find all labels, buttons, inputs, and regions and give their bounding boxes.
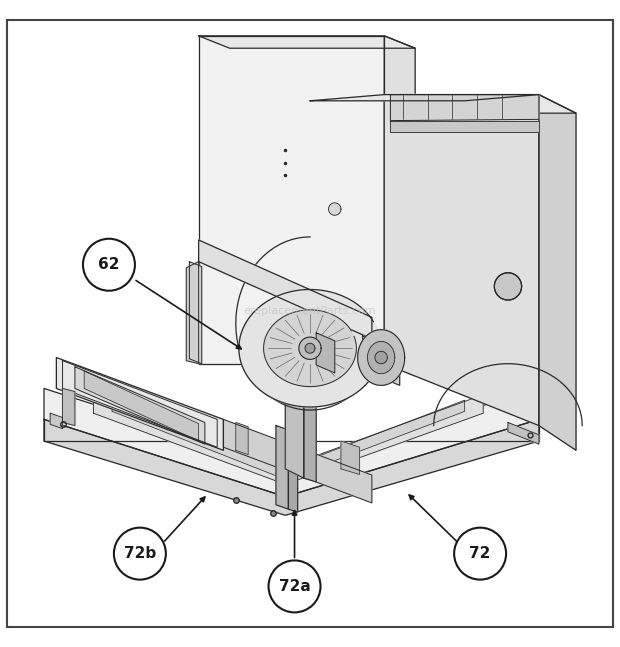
Polygon shape [329, 203, 341, 215]
Polygon shape [198, 240, 372, 339]
Polygon shape [375, 351, 388, 364]
Polygon shape [288, 430, 298, 512]
Polygon shape [56, 358, 223, 450]
Polygon shape [75, 367, 205, 444]
Text: 72a: 72a [278, 579, 311, 594]
Text: 62: 62 [98, 258, 120, 272]
Polygon shape [239, 289, 381, 407]
Polygon shape [264, 310, 356, 387]
Polygon shape [186, 261, 198, 364]
Polygon shape [391, 94, 539, 120]
Polygon shape [44, 419, 539, 515]
Polygon shape [316, 333, 335, 373]
Text: 72b: 72b [124, 546, 156, 561]
Polygon shape [310, 94, 539, 101]
Polygon shape [299, 337, 321, 359]
Polygon shape [236, 422, 248, 455]
Text: ereplacementParts.com: ereplacementParts.com [244, 306, 376, 316]
Polygon shape [84, 371, 198, 441]
Circle shape [268, 560, 321, 613]
Polygon shape [363, 336, 400, 386]
Text: 72: 72 [469, 546, 491, 561]
Polygon shape [63, 388, 75, 426]
Polygon shape [198, 36, 415, 49]
Polygon shape [112, 400, 464, 479]
Polygon shape [198, 36, 384, 364]
Polygon shape [304, 391, 316, 482]
Polygon shape [384, 36, 415, 376]
Polygon shape [189, 261, 202, 364]
Polygon shape [508, 422, 539, 444]
Circle shape [83, 239, 135, 291]
Polygon shape [384, 94, 576, 113]
Polygon shape [305, 344, 315, 353]
Polygon shape [539, 94, 576, 450]
Polygon shape [50, 413, 63, 429]
Polygon shape [285, 382, 304, 478]
Polygon shape [391, 120, 539, 132]
Circle shape [454, 528, 506, 580]
Polygon shape [276, 426, 288, 509]
Polygon shape [94, 395, 483, 485]
Polygon shape [44, 388, 539, 497]
Polygon shape [341, 441, 360, 474]
Polygon shape [384, 94, 539, 426]
Polygon shape [358, 330, 405, 386]
Polygon shape [223, 419, 372, 503]
Polygon shape [368, 342, 395, 373]
Circle shape [114, 528, 166, 580]
Polygon shape [494, 273, 521, 300]
